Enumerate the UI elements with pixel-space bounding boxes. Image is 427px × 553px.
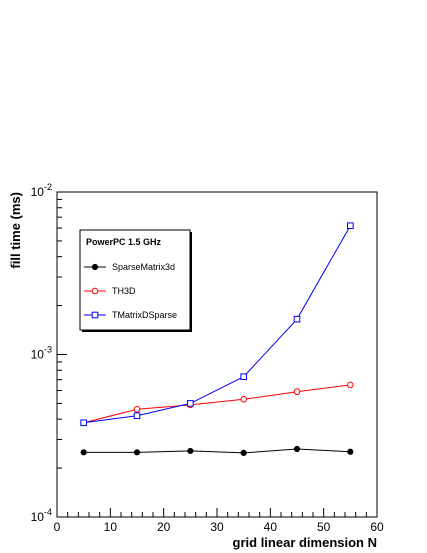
legend-marker	[91, 287, 99, 295]
y-tick-exponent: -4	[44, 507, 52, 517]
x-tick-label: 10	[104, 520, 118, 534]
legend-marker	[91, 263, 99, 271]
x-tick-label: 50	[317, 520, 331, 534]
data-point	[187, 447, 194, 455]
legend-marker	[91, 311, 99, 319]
data-point	[133, 412, 141, 420]
y-axis: 10-410-310-2	[31, 182, 67, 524]
series-SparseMatrix3d	[80, 445, 354, 457]
data-point	[187, 400, 194, 407]
data-point	[347, 222, 354, 230]
x-tick-label: 60	[370, 520, 384, 534]
y-tick-label: 10-3	[31, 345, 52, 362]
series-line	[83, 448, 351, 454]
y-tick-label: 10-4	[31, 507, 52, 524]
y-axis-title: fill time (ms)	[8, 192, 23, 269]
data-point	[133, 449, 141, 456]
x-axis-title: grid linear dimension N	[233, 535, 377, 550]
x-tick-label: 20	[157, 520, 171, 534]
legend-label: SparseMatrix3d	[112, 262, 175, 272]
data-point	[80, 449, 87, 456]
series-TMatrixDSparse	[80, 222, 354, 427]
data-point	[293, 388, 301, 396]
legend-label: TH3D	[112, 286, 136, 296]
data-point	[347, 381, 354, 389]
legend-label: TMatrixDSparse	[112, 310, 177, 320]
data-point	[240, 373, 247, 381]
series-line	[83, 384, 351, 424]
x-axis: 0 10 20 30 40 50 60	[54, 508, 384, 534]
legend-box	[79, 229, 191, 331]
y-tick-label: 10-2	[31, 182, 52, 199]
data-point	[293, 315, 301, 323]
legend-entry: SparseMatrix3d	[84, 262, 175, 272]
data-point	[133, 406, 141, 413]
data-point	[240, 396, 247, 403]
x-tick-label: 0	[54, 520, 61, 534]
series-layer	[80, 222, 354, 457]
y-tick-base: 10	[31, 185, 45, 199]
data-point	[80, 419, 87, 427]
data-point	[240, 449, 247, 457]
y-tick-base: 10	[31, 348, 45, 362]
legend-title: PowerPC 1.5 GHz	[86, 237, 162, 247]
data-point	[347, 448, 354, 455]
y-tick-exponent: -3	[44, 345, 52, 355]
y-tick-exponent: -2	[44, 182, 52, 192]
legend: PowerPC 1.5 GHz SparseMatrix3d TH3D TMatrix…	[79, 229, 192, 332]
x-tick-label: 30	[210, 520, 224, 534]
x-tick-label: 40	[264, 520, 278, 534]
data-point	[293, 445, 301, 453]
legend-entry: TMatrixDSparse	[84, 310, 177, 320]
series-line	[83, 225, 351, 424]
legend-entry: TH3D	[84, 286, 136, 296]
y-tick-base: 10	[31, 510, 45, 524]
